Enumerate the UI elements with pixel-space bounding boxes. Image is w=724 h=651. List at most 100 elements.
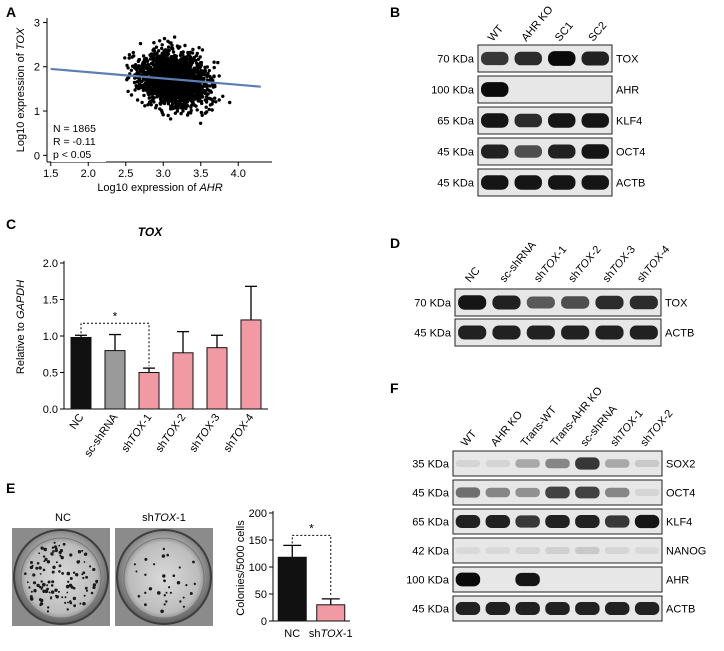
colony-dot (144, 557, 148, 561)
scatter-point (209, 77, 213, 81)
colony-dot (29, 595, 33, 599)
scatter-point (156, 80, 160, 84)
scatter-point (148, 100, 153, 104)
colony-dot (40, 546, 44, 550)
scatter-point (197, 84, 201, 89)
scatter-point (129, 68, 134, 73)
scatter-point (166, 100, 171, 105)
scatter-point (173, 67, 177, 72)
scatter-point (184, 100, 188, 105)
blot-band (575, 486, 600, 499)
scatter-point (165, 67, 169, 71)
colony-dot (65, 584, 70, 589)
colony-dot (172, 574, 176, 577)
scatter-point (158, 92, 162, 96)
colony-dot (59, 549, 64, 553)
scatter-point (173, 96, 177, 101)
blot-band (604, 602, 630, 615)
colony-dot (83, 552, 88, 556)
colony-dot (46, 584, 49, 587)
scatter-point (210, 102, 214, 106)
blot-band (515, 487, 540, 498)
scatter-point (152, 52, 157, 57)
y-axis-label-e: Colonies/5000 cells (235, 520, 247, 616)
blot-row: 45 KDa ACTB (414, 318, 694, 347)
scatter-point (152, 100, 156, 104)
colony-dot (84, 586, 88, 590)
scatter-point (178, 62, 183, 66)
lane-label: Trans-AHR KO (549, 385, 606, 449)
scatter-point (205, 92, 209, 96)
scatter-point (186, 50, 190, 55)
significance-star: * (113, 309, 118, 323)
dish-label-nc: NC (55, 512, 71, 524)
blot-band (514, 51, 542, 66)
colony-dot (42, 589, 46, 593)
protein-label: ACTB (665, 328, 694, 340)
blot-band (458, 325, 487, 340)
colony-dot (62, 542, 66, 546)
y-tick-label: 0 (34, 150, 40, 162)
colony-dot (144, 573, 147, 576)
colony-dot (24, 572, 27, 575)
scatter-point (167, 69, 171, 74)
colony-dot (162, 547, 166, 551)
blot-row: 100 KDa AHR (406, 566, 689, 593)
scatter-point (155, 95, 159, 99)
blot-band (485, 602, 511, 615)
scatter-point (194, 58, 198, 63)
scatter-point (202, 91, 207, 95)
scatter-point (166, 56, 170, 60)
y-tick-label: 0.0 (43, 404, 58, 416)
blot-band (545, 602, 570, 615)
scatter-point (203, 98, 207, 102)
x-axis-label: Log10 expression of AHR (97, 182, 222, 194)
colony-dot (79, 602, 82, 605)
protein-label: AHR (666, 575, 689, 587)
blot-band (526, 296, 555, 309)
scatter-point (156, 66, 160, 70)
scatter-point (169, 104, 173, 108)
scatter-point (123, 56, 127, 60)
scatter-point (181, 68, 185, 72)
blot-band (604, 515, 630, 528)
colony-dot (163, 579, 166, 583)
scatter-point (145, 79, 149, 84)
scatter-point (195, 70, 200, 75)
scatter-point (148, 53, 152, 57)
protein-label: NANOG (666, 546, 706, 558)
scatter-point (127, 56, 131, 60)
protein-label: OCT4 (616, 147, 645, 159)
colony-dot (52, 565, 56, 569)
colony-dot (67, 601, 69, 604)
stat-n: N = 1865 (53, 123, 96, 135)
scatter-point (207, 107, 211, 112)
colony-dot (66, 591, 69, 594)
scatter-point (187, 97, 191, 101)
y-tick-label: 1.5 (43, 295, 58, 307)
panel-letter-b: B (390, 4, 400, 20)
mw-label: 100 KDa (406, 575, 450, 587)
colony-dot (38, 598, 42, 602)
colony-dot (32, 581, 37, 585)
blot-band (561, 296, 590, 309)
bar (138, 372, 160, 410)
protein-label: ACTB (666, 604, 695, 616)
blot-band (629, 325, 658, 340)
x-tick-label: shTOX-3 (187, 412, 222, 455)
scatter-point (153, 79, 157, 83)
blot-band (485, 460, 511, 467)
significance-bracket (291, 534, 332, 597)
colony-dot (42, 568, 46, 572)
scatter-point (210, 108, 214, 112)
protein-label: KLF4 (666, 517, 692, 529)
colony-dots (133, 547, 196, 614)
scatter-point (171, 50, 176, 54)
x-tick-label: 2.5 (118, 168, 133, 180)
scatter-point (145, 88, 149, 92)
colony-dot (58, 570, 61, 573)
scatter-point (147, 96, 151, 100)
scatter-point (211, 85, 216, 89)
scatter-point (164, 96, 169, 100)
